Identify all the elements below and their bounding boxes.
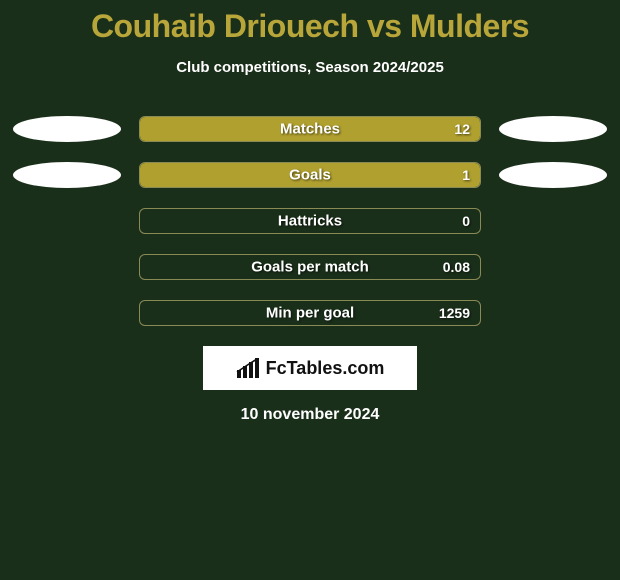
player-left-ellipse — [13, 116, 121, 142]
stat-row: Goals 1 — [0, 162, 620, 188]
stat-bar: Min per goal 1259 — [139, 300, 481, 326]
stat-value: 0.08 — [443, 259, 470, 275]
stat-row: Goals per match 0.08 — [0, 254, 620, 280]
stat-label: Goals — [289, 167, 331, 184]
source-logo-text: FcTables.com — [266, 358, 385, 379]
stat-value: 1259 — [439, 305, 470, 321]
stat-value: 12 — [454, 121, 470, 137]
stat-rows: Matches 12 Goals 1 Hattricks 0 Goals per match… — [0, 116, 620, 326]
stat-bar: Hattricks 0 — [139, 208, 481, 234]
player-right-ellipse — [499, 116, 607, 142]
stat-bar: Goals 1 — [139, 162, 481, 188]
stat-label: Min per goal — [266, 305, 354, 322]
stat-row: Hattricks 0 — [0, 208, 620, 234]
barchart-icon — [236, 358, 260, 378]
subtitle: Club competitions, Season 2024/2025 — [0, 59, 620, 76]
source-logo-box: FcTables.com — [203, 346, 417, 390]
stat-value: 0 — [462, 213, 470, 229]
player-right-ellipse — [499, 162, 607, 188]
stat-row: Min per goal 1259 — [0, 300, 620, 326]
stat-bar: Matches 12 — [139, 116, 481, 142]
stat-value: 1 — [462, 167, 470, 183]
page-title: Couhaib Driouech vs Mulders — [0, 8, 620, 45]
stat-row: Matches 12 — [0, 116, 620, 142]
stat-label: Hattricks — [278, 213, 342, 230]
comparison-infographic: Couhaib Driouech vs Mulders Club competi… — [0, 0, 620, 424]
stat-bar: Goals per match 0.08 — [139, 254, 481, 280]
stat-label: Matches — [280, 121, 340, 138]
source-logo: FcTables.com — [236, 358, 385, 379]
stat-label: Goals per match — [251, 259, 369, 276]
date-text: 10 november 2024 — [0, 406, 620, 424]
player-left-ellipse — [13, 162, 121, 188]
